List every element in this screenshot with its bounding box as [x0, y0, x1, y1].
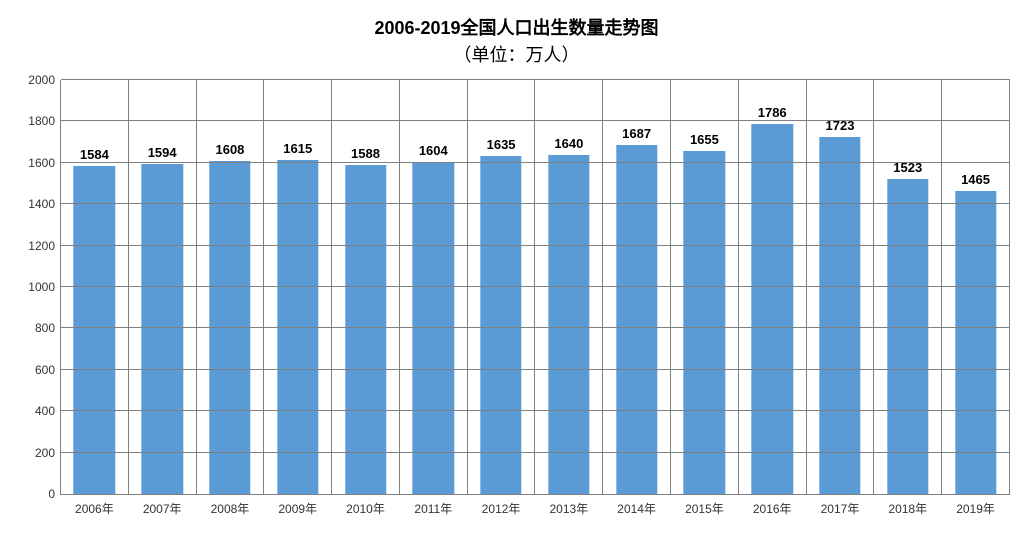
chart-y-tick-label: 200: [35, 446, 61, 460]
chart-bar-slot: 16152009年: [264, 80, 332, 494]
chart-bar-value: 1635: [487, 137, 516, 156]
chart-gridline: [61, 410, 1010, 411]
chart-bar-slot: 16552015年: [671, 80, 739, 494]
chart-gridline: [61, 452, 1010, 453]
chart-bar-slot: 16042011年: [400, 80, 468, 494]
chart-y-tick-label: 1200: [28, 239, 61, 253]
chart-bar: 1523: [887, 179, 928, 494]
chart-x-tick-label: 2007年: [143, 494, 182, 517]
chart-bar: 1723: [819, 137, 860, 494]
chart-x-tick-label: 2016年: [753, 494, 792, 517]
chart-gridline: [61, 245, 1010, 246]
chart-y-tick-label: 1400: [28, 197, 61, 211]
chart-x-tick-label: 2015年: [685, 494, 724, 517]
chart-bar-value: 1584: [80, 147, 109, 166]
chart-x-tick-label: 2017年: [821, 494, 860, 517]
chart-x-tick-label: 2018年: [888, 494, 927, 517]
chart-y-tick-label: 600: [35, 363, 61, 377]
chart-x-tick-label: 2014年: [617, 494, 656, 517]
chart-y-tick-label: 800: [35, 321, 61, 335]
chart-bar: 1588: [345, 165, 386, 494]
chart-x-tick-label: 2009年: [278, 494, 317, 517]
chart-gridline: [61, 286, 1010, 287]
chart-x-tick-label: 2012年: [482, 494, 521, 517]
chart-bar: 1584: [74, 166, 115, 494]
chart-container: 2006-2019全国人口出生数量走势图 （单位：万人） 15842006年15…: [0, 0, 1033, 541]
chart-y-tick-label: 1600: [28, 156, 61, 170]
chart-x-tick-label: 2011年: [414, 494, 452, 517]
chart-bar-value: 1608: [215, 142, 244, 161]
chart-bar-slot: 17862016年: [739, 80, 807, 494]
chart-bar-value: 1655: [690, 132, 719, 151]
chart-bar-value: 1465: [961, 172, 990, 191]
chart-gridline: [61, 369, 1010, 370]
chart-bar-slot: 14652019年: [942, 80, 1010, 494]
chart-x-tick-label: 2019年: [956, 494, 995, 517]
chart-bar-value: 1786: [758, 105, 787, 124]
chart-bar-value: 1615: [283, 141, 312, 160]
chart-bar: 1465: [955, 191, 996, 494]
chart-gridline: [61, 327, 1010, 328]
chart-plot-area: 15842006年15942007年16082008年16152009年1588…: [60, 80, 1010, 495]
chart-y-tick-label: 2000: [28, 73, 61, 87]
chart-gridline: [61, 79, 1010, 80]
chart-title: 2006-2019全国人口出生数量走势图: [0, 16, 1033, 41]
chart-bar-slot: 16352012年: [468, 80, 536, 494]
chart-y-tick-label: 1800: [28, 114, 61, 128]
chart-gridline: [61, 120, 1010, 121]
chart-bar-value: 1604: [419, 143, 448, 162]
chart-bar-slot: 15942007年: [129, 80, 197, 494]
chart-bar: 1635: [480, 156, 521, 494]
chart-gridline: [61, 203, 1010, 204]
chart-bars-row: 15842006年15942007年16082008年16152009年1588…: [61, 80, 1010, 494]
chart-bar: 1687: [616, 145, 657, 494]
chart-bar-slot: 16402013年: [535, 80, 603, 494]
chart-y-tick-label: 1000: [28, 280, 61, 294]
chart-x-tick-label: 2008年: [211, 494, 250, 517]
chart-bar-slot: 17232017年: [807, 80, 875, 494]
chart-bar-slot: 15882010年: [332, 80, 400, 494]
chart-bar-value: 1640: [554, 136, 583, 155]
chart-bar-value: 1687: [622, 126, 651, 145]
chart-bar: 1594: [141, 164, 182, 494]
chart-bar-slot: 15842006年: [61, 80, 129, 494]
chart-y-tick-label: 400: [35, 404, 61, 418]
chart-y-tick-label: 0: [48, 487, 61, 501]
chart-x-tick-label: 2006年: [75, 494, 114, 517]
chart-bar: 1786: [752, 124, 793, 494]
chart-bar-slot: 16082008年: [197, 80, 265, 494]
chart-gridline: [61, 162, 1010, 163]
chart-bar: 1640: [548, 155, 589, 494]
chart-subtitle: （单位：万人）: [0, 43, 1033, 68]
chart-x-tick-label: 2013年: [550, 494, 589, 517]
chart-bar-slot: 15232018年: [874, 80, 942, 494]
chart-bar-slot: 16872014年: [603, 80, 671, 494]
chart-x-tick-label: 2010年: [346, 494, 385, 517]
